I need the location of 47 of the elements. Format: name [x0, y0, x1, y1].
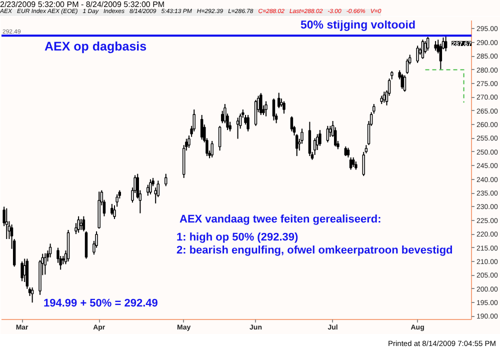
- candlestick: [149, 178, 152, 195]
- candlestick: [326, 125, 330, 143]
- candlestick: [344, 146, 348, 157]
- candlestick: [444, 35, 448, 52]
- candlestick: [278, 92, 280, 109]
- candlestick: [236, 117, 240, 140]
- candlestick: [403, 74, 406, 92]
- candlestick: [246, 114, 250, 132]
- candlestick: [210, 140, 214, 158]
- candlestick: [400, 73, 404, 90]
- candlestick: [164, 173, 168, 187]
- candlestick: [352, 156, 355, 168]
- candlestick: [264, 100, 268, 117]
- candlestick: [434, 40, 437, 52]
- candlestick: [44, 252, 47, 276]
- candlestick: [80, 218, 82, 230]
- candlestick: [254, 99, 258, 126]
- candlestick: [218, 125, 222, 152]
- candlestick: [382, 91, 386, 104]
- candlestick: [318, 130, 322, 146]
- candlestick: [110, 203, 114, 216]
- candlestick: [48, 243, 52, 258]
- text: 2/23/2009 5:32:00 PM - 8/24/2009 5:32:00 PM: [0, 0, 165, 9]
- candlestick: [316, 134, 319, 151]
- annotation: 194.99 + 50% = 292.49: [44, 298, 158, 310]
- candlestick: [308, 121, 312, 157]
- candlestick: [5, 208, 8, 240]
- annotation: 50% stijging voltooid: [300, 20, 416, 32]
- candlestick: [416, 45, 419, 64]
- candlestick: [260, 92, 262, 116]
- candlestick: [424, 40, 427, 54]
- candlestick: [77, 216, 80, 234]
- annotation: AEX op dagbasis: [44, 40, 147, 54]
- candlestick: [426, 36, 430, 52]
- candlestick: [82, 216, 86, 232]
- candlestick: [282, 100, 286, 114]
- candlestick: [20, 260, 24, 282]
- candlestick: [406, 58, 409, 74]
- candlestick: [421, 39, 424, 60]
- candlestick: [272, 98, 276, 121]
- candlestick: [346, 147, 350, 158]
- candlestick: [349, 156, 352, 170]
- annotation: 1: high op 50% (292.39): [176, 232, 298, 244]
- annotation: 2: bearish engulfing, ofwel omkeerpatroon bevestigd: [176, 244, 453, 256]
- annotation: AEX vandaag twee feiten gerealiseerd:: [180, 214, 382, 226]
- candlestick: [200, 114, 204, 140]
- candlestick: [290, 116, 294, 132]
